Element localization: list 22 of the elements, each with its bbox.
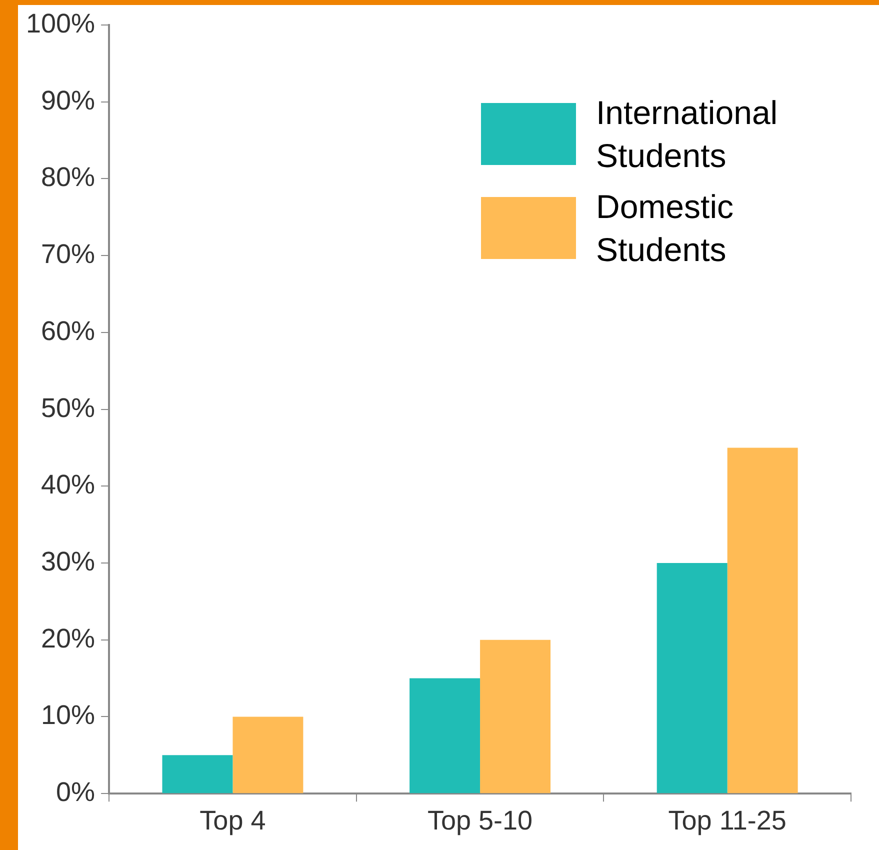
y-tick-label: 60% bbox=[41, 316, 96, 346]
bar bbox=[480, 640, 551, 794]
y-tick-label: 40% bbox=[41, 470, 96, 500]
bar bbox=[232, 716, 304, 794]
y-tick-label: 0% bbox=[56, 777, 96, 808]
y-tick-label: 20% bbox=[41, 623, 96, 654]
y-tick-label: 80% bbox=[41, 162, 96, 192]
y-tick-label: 70% bbox=[41, 239, 96, 270]
legend-label: International Students bbox=[596, 94, 778, 174]
legend-label: Domestic Students bbox=[596, 188, 734, 268]
x-tick-label: Top 4 bbox=[200, 805, 266, 836]
bar bbox=[410, 678, 480, 794]
y-tick-label: 10% bbox=[41, 700, 96, 730]
bar bbox=[656, 563, 728, 794]
y-tick-label: 30% bbox=[41, 546, 96, 576]
y-tick-label: 50% bbox=[41, 392, 96, 423]
x-tick-label: Top 5-10 bbox=[427, 805, 533, 836]
bar bbox=[162, 755, 233, 794]
y-tick-label: 90% bbox=[41, 85, 96, 116]
bar bbox=[727, 448, 798, 794]
x-tick-label: Top 11-25 bbox=[668, 805, 786, 836]
y-tick-label: 100% bbox=[26, 8, 96, 38]
